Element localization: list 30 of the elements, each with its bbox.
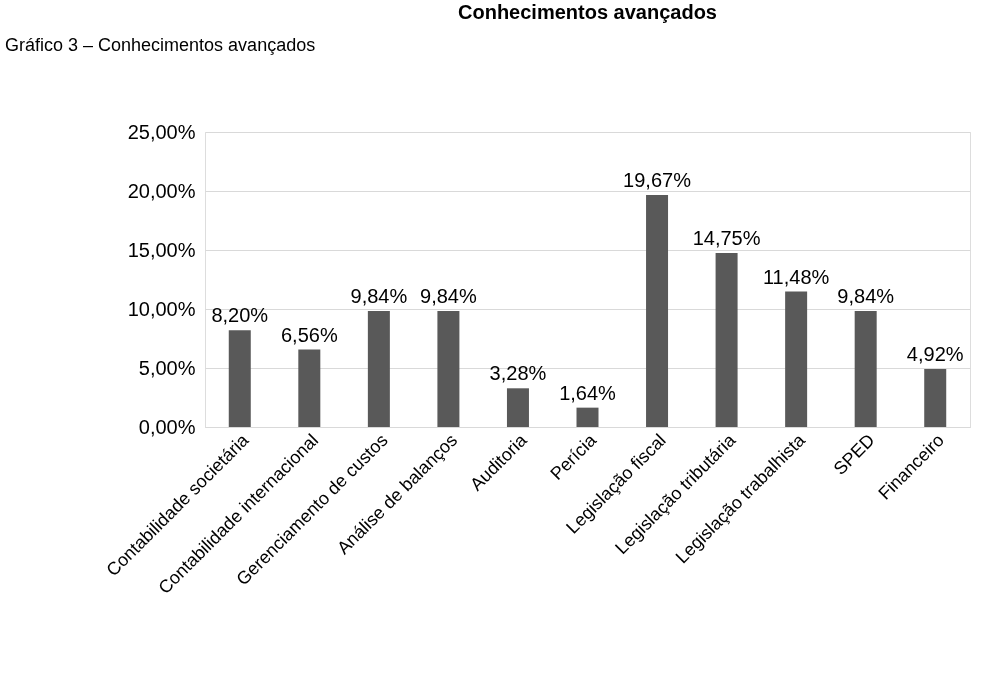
bar [437,310,460,427]
data-label: 9,84% [420,284,477,307]
data-label: 8,20% [211,304,269,327]
bar [298,349,321,427]
data-label: 3,28% [489,362,547,385]
data-label: 9,84% [837,284,895,307]
data-label: 1,64% [559,381,617,404]
bar [367,310,390,427]
bar [646,194,669,427]
data-label: 9,84% [350,284,408,307]
bar [924,368,947,427]
data-label: 11,48% [762,265,830,288]
data-label: 14,75% [692,226,761,249]
y-tick-label: 15,00% [127,238,196,261]
bar [576,407,599,427]
data-label: 4,92% [906,342,964,365]
y-tick-label: 5,00% [138,356,196,379]
y-tick-label: 25,00% [127,120,196,143]
y-tick-label: 10,00% [127,297,196,320]
y-tick-label: 0,00% [138,415,196,438]
bar [785,291,808,427]
y-tick-label: 20,00% [127,179,196,202]
bar [228,330,251,427]
text: Gráfico 3 – Conhecimentos avançados [5,35,316,55]
chart-title: Conhecimentos avançados [458,1,717,23]
bar [854,310,877,427]
bar [715,252,738,427]
data-label: 6,56% [280,323,338,346]
bar [506,388,529,427]
data-label: 19,67% [623,168,692,191]
